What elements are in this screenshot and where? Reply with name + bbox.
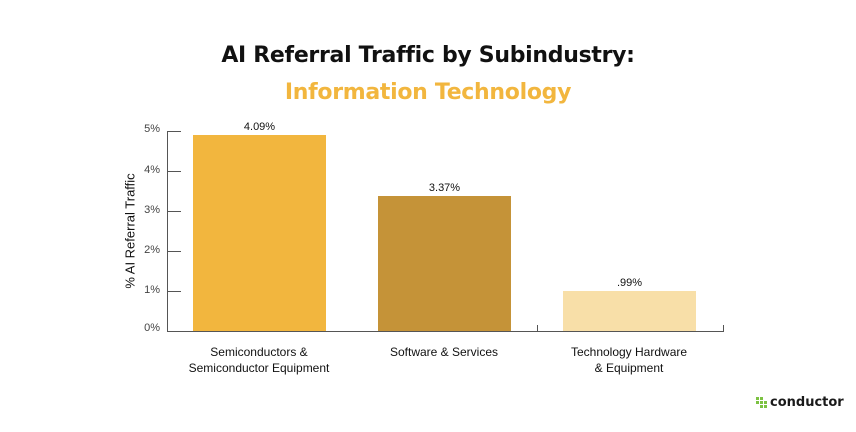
x-tick [537,325,538,331]
y-tick-label: 0% [144,322,160,334]
category-label: Technology Hardware & Equipment [529,344,729,376]
y-tick [167,291,181,292]
y-tick [167,251,181,252]
bar-semiconductors [193,135,326,331]
y-tick-label: 5% [144,123,160,135]
category-label: Semiconductors & Semiconductor Equipment [159,344,359,376]
bar-software-services [378,196,511,331]
x-axis [167,331,724,332]
y-tick [167,131,181,132]
y-tick-label: 2% [144,244,160,256]
x-tick [723,325,724,331]
bar-value-label: 4.09% [243,121,276,133]
conductor-logo: conductor [756,395,844,410]
y-tick [167,211,181,212]
bar-value-label: .99% [616,277,643,289]
y-tick-label: 1% [144,284,160,296]
bar-value-label: 3.37% [428,182,461,194]
logo-text: conductor [770,395,844,410]
y-axis [167,131,168,331]
category-line: Semiconductors & [210,345,308,359]
y-tick [167,171,181,172]
conductor-logo-icon [756,397,767,408]
category-line: Semiconductor Equipment [188,361,330,375]
chart-title: AI Referral Traffic by Subindustry: [221,43,635,68]
category-line: Software & Services [389,345,499,359]
category-line: Technology Hardware [570,345,688,359]
bar-technology-hardware [563,291,696,331]
y-axis-label: % AI Referral Traffic [122,173,138,289]
category-line: & Equipment [594,361,664,375]
y-tick-label: 4% [144,164,160,176]
category-label: Software & Services [344,344,544,360]
y-tick-label: 3% [144,204,160,216]
chart-subtitle: Information Technology [284,80,572,105]
